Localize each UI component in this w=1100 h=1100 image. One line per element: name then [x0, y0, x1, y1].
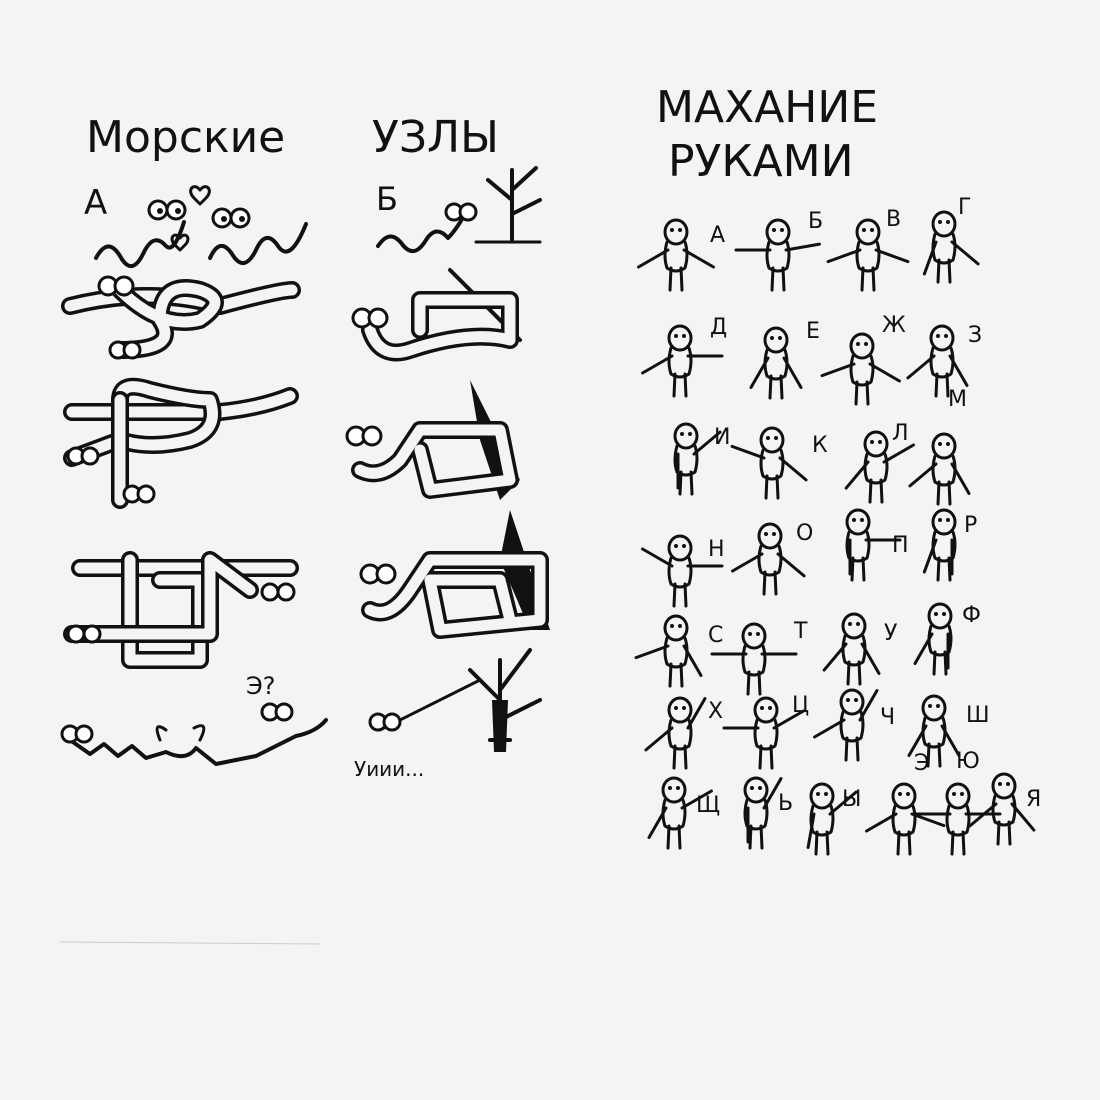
semaphore-letter: В	[886, 207, 901, 232]
semaphore-letter: С	[708, 623, 723, 648]
semaphore-letter: Л	[892, 421, 909, 446]
semaphore-figure: З	[906, 323, 982, 398]
snake-pair-in-love	[94, 185, 308, 268]
knot-b-step-2	[345, 380, 520, 500]
semaphore-figure: Н	[641, 534, 725, 608]
semaphore-figure: А	[637, 218, 725, 292]
semaphore-letter: Щ	[696, 793, 720, 818]
semaphore-letter: Н	[708, 537, 725, 562]
semaphore-letter: И	[714, 425, 730, 450]
semaphore-figure: О	[731, 521, 813, 596]
knot-a-step-1	[61, 275, 301, 360]
semaphore-figure: Ь	[743, 776, 793, 850]
semaphore-figure: Б	[734, 209, 823, 292]
knot-a-step-2	[63, 377, 299, 509]
heading-semaphore-line2: РУКАМИ	[668, 136, 854, 187]
semaphore-figure: Э	[865, 751, 946, 856]
semaphore-figure: И	[673, 422, 730, 496]
knot-a-result: Э?	[60, 672, 328, 766]
column-b-label: Б	[376, 180, 398, 218]
semaphore-letter: Д	[710, 315, 727, 340]
heart-icon	[170, 233, 190, 252]
semaphore-figure: Е	[749, 319, 820, 400]
heading-semaphore-line1: МАХАНИЕ	[656, 82, 878, 133]
semaphore-letter: Г	[958, 195, 971, 220]
semaphore-figure: У	[822, 612, 898, 686]
semaphore-figure: Г	[922, 195, 980, 284]
semaphore-letter: Ш	[966, 703, 990, 728]
knot-b-step-3	[359, 510, 550, 639]
semaphore-figure: Д	[641, 315, 727, 398]
heading-knots-word2: УЗЛЫ	[372, 112, 499, 163]
semaphore-letter: Ц	[792, 693, 809, 718]
semaphore-figure: Р	[922, 508, 977, 582]
semaphore-letter: Т	[793, 619, 808, 644]
semaphore-figure: Ж	[820, 313, 906, 406]
semaphore-figure: Х	[644, 696, 723, 770]
knot-b-result: Уиии...	[354, 648, 542, 781]
dangling-caption: Уиии...	[354, 757, 424, 781]
semaphore-letter: Ч	[880, 705, 895, 730]
semaphore-letter: П	[892, 533, 909, 558]
column-a-label: А	[84, 183, 107, 223]
heading-knots-word1: Морские	[86, 112, 285, 163]
semaphore-figure: К	[730, 426, 828, 500]
semaphore-letter: Б	[808, 209, 823, 234]
knot-b-step-1	[351, 268, 522, 362]
semaphore-figure: Т	[710, 619, 808, 696]
semaphore-letter: К	[812, 433, 828, 458]
semaphore-figure: Ц	[722, 693, 809, 770]
confused-mark: Э?	[246, 672, 276, 700]
semaphore-letter: Ж	[882, 313, 906, 338]
semaphore-letter: Р	[964, 513, 977, 538]
semaphore-letter: Ь	[778, 791, 793, 816]
semaphore-figure: П	[845, 508, 909, 582]
semaphore-figure: С	[634, 614, 723, 688]
semaphore-letter: У	[884, 621, 898, 646]
semaphore-letter: Ы	[842, 787, 861, 812]
stray-pencil-line	[59, 941, 321, 945]
heart-icon	[189, 185, 211, 206]
semaphore-figure: Ф	[913, 602, 981, 676]
semaphore-figure: Щ	[647, 776, 720, 850]
semaphore-figure: Я	[968, 772, 1041, 846]
semaphore-figure: В	[826, 207, 910, 292]
semaphore-figure: Л	[844, 421, 915, 504]
snake-with-tree	[376, 166, 542, 253]
semaphore-alphabet: А Б В Г Д Е Ж З И К Л М Н О П Р С Т У Ф Х Ц Ч Ш Щ Ь Ы Э Ю Я	[634, 195, 1041, 856]
semaphore-letter: Ю	[956, 749, 980, 774]
semaphore-letter: Х	[708, 699, 723, 724]
semaphore-letter: М	[948, 387, 967, 412]
semaphore-figure: Ч	[813, 688, 895, 762]
knot-a-step-3	[63, 551, 299, 669]
semaphore-figure: Ш	[907, 694, 990, 768]
semaphore-figure: М	[908, 387, 971, 506]
semaphore-letter: Ф	[962, 603, 981, 628]
semaphore-letter: А	[710, 223, 725, 248]
semaphore-letter: Э	[914, 751, 929, 776]
semaphore-figure: Ы	[806, 782, 861, 856]
semaphore-letter: О	[796, 521, 813, 546]
semaphore-letter: Е	[806, 319, 820, 344]
semaphore-letter: З	[968, 323, 982, 348]
semaphore-letter: Я	[1026, 787, 1041, 812]
